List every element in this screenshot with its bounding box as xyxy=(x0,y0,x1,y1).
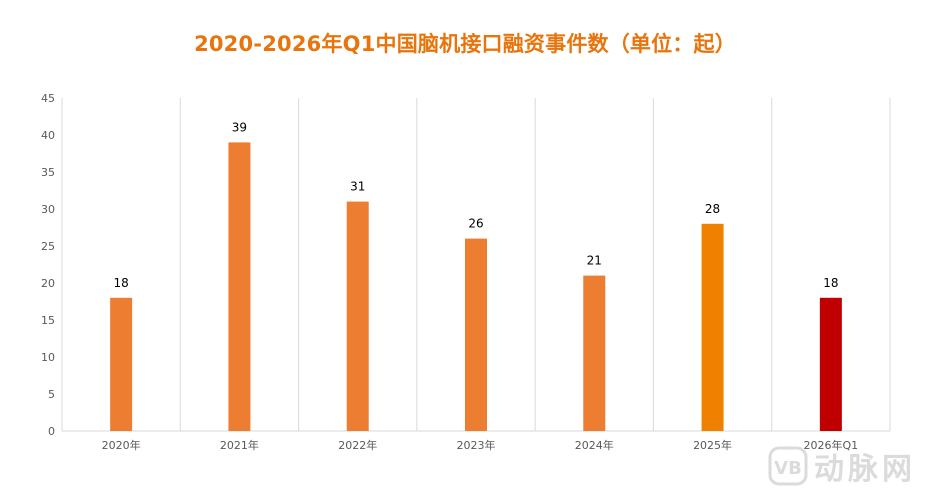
y-tick-label: 20 xyxy=(41,277,55,290)
data-label: 18 xyxy=(114,276,129,290)
x-tick-label: 2025年 xyxy=(693,438,732,452)
bar xyxy=(583,275,606,431)
y-tick-label: 15 xyxy=(41,314,55,327)
data-label: 39 xyxy=(232,120,247,134)
y-tick-label: 10 xyxy=(41,351,55,364)
data-label: 31 xyxy=(350,180,365,194)
x-tick-label: 2021年 xyxy=(220,438,259,452)
data-label: 18 xyxy=(823,276,838,290)
bar xyxy=(110,297,133,431)
bar xyxy=(819,297,842,431)
y-tick-label: 0 xyxy=(48,425,55,438)
bar xyxy=(701,223,724,431)
chart-title: 2020-2026年Q1中国脑机接口融资事件数（单位：起） xyxy=(194,32,736,56)
data-label: 21 xyxy=(587,254,602,268)
x-tick-label: 2020年 xyxy=(102,438,141,452)
y-tick-label: 40 xyxy=(41,129,55,142)
x-tick-label: 2022年 xyxy=(338,438,377,452)
data-label: 28 xyxy=(705,202,720,216)
bar xyxy=(228,142,251,431)
x-tick-label: 2024年 xyxy=(575,438,614,452)
data-label: 26 xyxy=(468,217,483,231)
y-tick-label: 30 xyxy=(41,203,55,216)
y-tick-label: 45 xyxy=(41,92,55,105)
y-tick-label: 35 xyxy=(41,166,55,179)
x-tick-label: 2026年Q1 xyxy=(804,438,859,452)
bar xyxy=(346,201,369,431)
y-tick-label: 5 xyxy=(48,388,55,401)
x-tick-label: 2023年 xyxy=(457,438,496,452)
y-tick-label: 25 xyxy=(41,240,55,253)
bar xyxy=(465,238,487,431)
